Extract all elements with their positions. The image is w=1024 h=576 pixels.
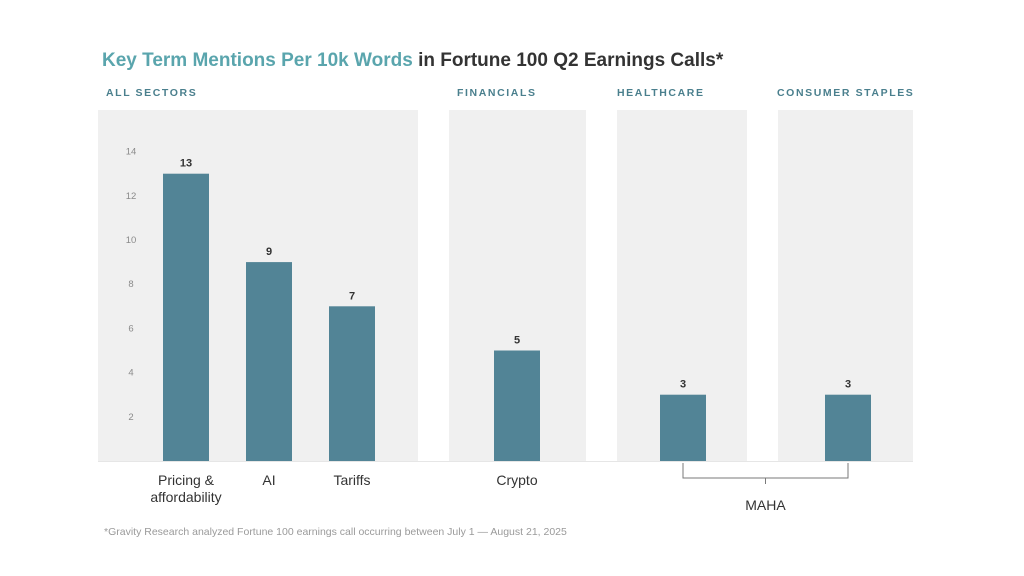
y-tick-label-4: 10 xyxy=(126,235,137,246)
bar-5 xyxy=(825,394,871,461)
data-label-4: 3 xyxy=(680,379,686,391)
bar-1 xyxy=(246,262,292,461)
category-label-2: Tariffs xyxy=(333,472,370,488)
panel-label-financials: FINANCIALS xyxy=(457,87,537,99)
y-tick-label-3: 8 xyxy=(128,279,133,290)
bar-3 xyxy=(494,350,540,461)
data-label-2: 7 xyxy=(349,290,355,302)
category-label-1: AI xyxy=(262,472,275,488)
bar-0 xyxy=(163,173,209,461)
category-label-0-line-0: Pricing & xyxy=(158,472,215,488)
y-tick-label-2: 6 xyxy=(128,323,133,334)
bar-4 xyxy=(660,394,706,461)
data-label-0: 13 xyxy=(180,158,192,170)
y-tick-label-0: 2 xyxy=(128,412,133,423)
y-tick-label-1: 4 xyxy=(128,368,133,379)
y-tick-label-6: 14 xyxy=(126,147,137,158)
panel-label-healthcare: HEALTHCARE xyxy=(617,87,705,99)
category-label-3: Crypto xyxy=(496,472,537,488)
y-tick-label-5: 12 xyxy=(126,191,137,202)
data-label-3: 5 xyxy=(514,335,520,347)
bar-2 xyxy=(329,306,375,461)
group-bracket xyxy=(682,463,849,479)
group-label: MAHA xyxy=(745,497,786,513)
title-rest: in Fortune 100 Q2 Earnings Calls* xyxy=(418,50,724,71)
footnote: *Gravity Research analyzed Fortune 100 e… xyxy=(104,526,567,538)
data-label-5: 3 xyxy=(845,379,851,391)
chart-title: Key Term Mentions Per 10k Words in Fortu… xyxy=(102,50,723,72)
category-label-0-line-1: affordability xyxy=(150,489,221,505)
panel-label-all-sectors: ALL SECTORS xyxy=(106,87,198,99)
panel-label-consumer-staples: CONSUMER STAPLES xyxy=(777,87,915,99)
title-accent: Key Term Mentions Per 10k Words xyxy=(102,50,413,71)
data-label-1: 9 xyxy=(266,246,272,258)
